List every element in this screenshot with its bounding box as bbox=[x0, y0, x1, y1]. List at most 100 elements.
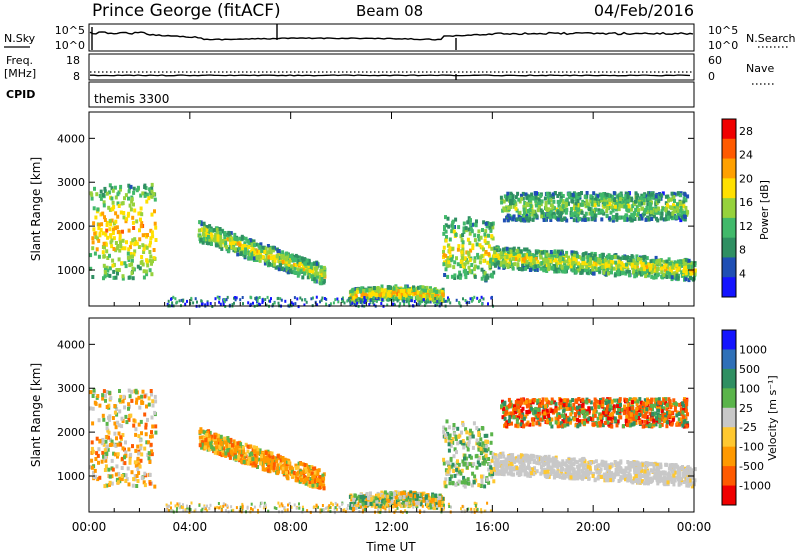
velocity-echo bbox=[93, 389, 96, 393]
power-echo bbox=[413, 288, 416, 292]
power-echo bbox=[427, 298, 429, 301]
power-echo bbox=[476, 242, 479, 246]
velocity-echo bbox=[239, 442, 242, 446]
power-echo bbox=[321, 269, 324, 273]
power-echo bbox=[450, 229, 453, 233]
power-echo bbox=[112, 231, 115, 235]
power-echo bbox=[349, 300, 351, 303]
power-echo bbox=[214, 235, 217, 239]
power-echo bbox=[310, 297, 312, 300]
power-echo bbox=[133, 187, 136, 191]
power-echo bbox=[217, 234, 220, 238]
power-echo bbox=[477, 234, 480, 238]
velocity-echo bbox=[106, 426, 109, 430]
power-echo bbox=[293, 270, 296, 274]
power-echo bbox=[673, 199, 676, 203]
power-echo bbox=[510, 250, 513, 254]
power-echo bbox=[118, 257, 121, 261]
power-echo bbox=[618, 216, 621, 220]
power-echo bbox=[582, 257, 585, 261]
velocity-echo bbox=[480, 475, 483, 479]
power-echo bbox=[210, 228, 213, 232]
power-echo bbox=[103, 187, 106, 191]
power-echo bbox=[650, 210, 653, 214]
velocity-echo bbox=[485, 445, 488, 449]
power-echo bbox=[341, 300, 343, 303]
power-echo bbox=[455, 256, 458, 260]
velocity-echo bbox=[360, 495, 363, 499]
beam-label: Beam 08 bbox=[356, 2, 423, 20]
power-echo bbox=[614, 273, 617, 277]
velocity-echo bbox=[106, 444, 109, 448]
power-echo bbox=[102, 250, 105, 254]
velocity-echo bbox=[490, 470, 493, 474]
power-echo bbox=[545, 207, 548, 211]
power-echo bbox=[363, 301, 365, 304]
power-echo bbox=[414, 300, 416, 303]
velocity-echo bbox=[309, 484, 312, 488]
power-echo bbox=[679, 260, 682, 264]
velocity-echo bbox=[248, 457, 251, 461]
velocity-echo bbox=[134, 433, 137, 437]
power-echo bbox=[515, 207, 518, 211]
velocity-echo bbox=[115, 473, 118, 477]
power-echo bbox=[627, 192, 630, 196]
velocity-echo bbox=[253, 461, 256, 465]
velocity-echo bbox=[369, 491, 372, 495]
power-echo bbox=[151, 259, 154, 263]
velocity-echo bbox=[480, 447, 483, 451]
power-echo bbox=[172, 296, 174, 299]
power-echo bbox=[676, 207, 679, 211]
power-echo bbox=[473, 259, 476, 263]
power-echo bbox=[240, 251, 243, 255]
power-echo bbox=[542, 268, 545, 272]
velocity-echo bbox=[482, 441, 485, 445]
velocity-echo bbox=[260, 454, 263, 458]
power-echo bbox=[487, 234, 490, 238]
power-echo bbox=[613, 198, 616, 202]
power-echo bbox=[549, 215, 552, 219]
power-echo bbox=[529, 199, 532, 203]
velocity-echo bbox=[492, 479, 495, 483]
velocity-echo bbox=[112, 468, 115, 472]
power-echo bbox=[537, 208, 540, 212]
velocity-echo bbox=[366, 492, 369, 496]
power-echo bbox=[210, 302, 212, 305]
velocity-echo bbox=[119, 435, 122, 439]
power-echo bbox=[229, 238, 232, 242]
velocity-echo bbox=[117, 452, 120, 456]
power-echo bbox=[267, 296, 269, 299]
velocity-echo bbox=[410, 493, 413, 497]
power-colorbar-segment bbox=[722, 198, 736, 218]
power-echo bbox=[669, 198, 672, 202]
nsky-panel bbox=[89, 24, 694, 51]
velocity-echo bbox=[129, 453, 132, 457]
power-echo bbox=[528, 217, 531, 221]
power-echo bbox=[310, 274, 313, 278]
velocity-echo bbox=[311, 480, 314, 484]
power-echo bbox=[535, 251, 538, 255]
power-echo bbox=[324, 297, 326, 300]
power-echo bbox=[485, 222, 488, 226]
power-echo bbox=[96, 207, 99, 211]
nsearch-tick-top: 10^5 bbox=[708, 24, 738, 37]
power-echo bbox=[131, 238, 134, 242]
power-echo bbox=[356, 299, 358, 302]
power-echo bbox=[102, 231, 105, 235]
power-echo bbox=[281, 250, 284, 254]
power-echo bbox=[253, 256, 256, 260]
power-echo bbox=[576, 254, 579, 258]
power-echo bbox=[645, 218, 648, 222]
velocity-echo bbox=[210, 445, 213, 449]
velocity-echo bbox=[140, 395, 143, 399]
power-echo bbox=[104, 270, 107, 274]
velocity-echo bbox=[243, 460, 246, 464]
power-echo bbox=[300, 269, 303, 273]
power-echo bbox=[227, 249, 230, 253]
power-echo bbox=[519, 211, 522, 215]
velocity-echo bbox=[204, 438, 207, 442]
power-echo bbox=[544, 197, 547, 201]
power-echo bbox=[133, 209, 136, 213]
power-echo bbox=[671, 212, 674, 216]
